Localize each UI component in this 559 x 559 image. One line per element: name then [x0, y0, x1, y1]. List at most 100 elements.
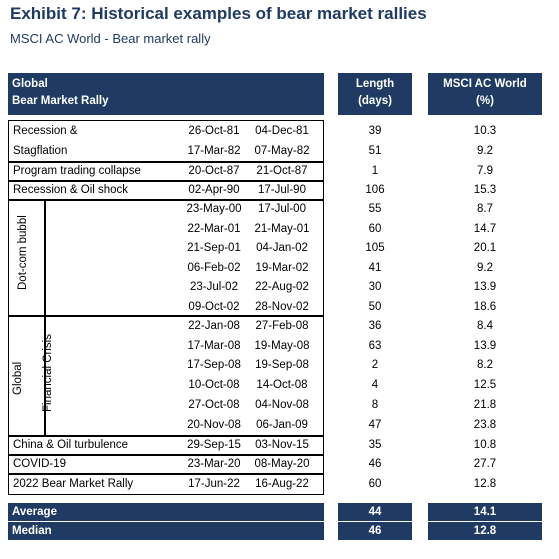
table-row: 17-Mar-08 19-May-08 [8, 336, 324, 357]
box-china-oil [8, 435, 324, 456]
row-end-date: 04-Nov-08 [255, 399, 309, 411]
row-msci-return: 27.7 [473, 458, 497, 470]
footer-median-label: Median [12, 525, 52, 537]
gfc-divider [44, 315, 46, 437]
exhibit-title: Exhibit 7: Historical examples of bear m… [10, 4, 427, 23]
row-msci-return: 13.9 [473, 281, 497, 293]
row-length: 35 [368, 439, 382, 451]
row-msci-return: 20.1 [473, 242, 497, 254]
row-label: Stagflation [13, 145, 68, 157]
table-row: 23-Jul-02 22-Aug-02 [8, 277, 324, 298]
row-start-date: 17-Mar-08 [187, 340, 241, 352]
table-row: China & Oil turbulence 29-Sep-15 03-Nov-15 [8, 435, 324, 456]
table-row: 2022 Bear Market Rally 17-Jun-22 16-Aug-22 [8, 474, 324, 495]
row-end-date: 14-Oct-08 [256, 379, 308, 391]
row-end-date: 19-Mar-02 [255, 262, 309, 274]
table-row: Stagflation 17-Mar-82 07-May-82 [8, 141, 324, 162]
row-start-date: 29-Sep-15 [187, 439, 241, 451]
row-start-date: 17-Mar-82 [187, 145, 241, 157]
row-label: China & Oil turbulence [13, 439, 129, 451]
table-row: 10-Oct-08 14-Oct-08 [8, 375, 324, 396]
row-end-date: 04-Jan-02 [256, 242, 308, 254]
row-msci-return: 21.8 [473, 399, 497, 411]
row-end-date: 19-Sep-08 [255, 359, 309, 371]
footer-median-label-cell: Median [8, 522, 324, 540]
row-start-date: 23-Mar-20 [187, 458, 241, 470]
row-label: Program trading collapse [13, 165, 141, 177]
row-length: 36 [368, 320, 382, 332]
row-end-date: 19-May-08 [254, 340, 310, 352]
row-start-date: 17-Jun-22 [188, 478, 240, 490]
box-gfc [8, 315, 324, 437]
row-start-date: 26-Oct-81 [188, 125, 240, 137]
row-start-date: 27-Oct-08 [188, 399, 240, 411]
header-rally-line2: Bear Market Rally [12, 95, 109, 107]
table-row: 06-Feb-02 19-Mar-02 [8, 258, 324, 279]
row-end-date: 22-Aug-02 [255, 281, 309, 293]
footer-median-length: 46 [338, 522, 412, 540]
header-length-line2: (days) [358, 95, 392, 107]
row-length: 2 [371, 359, 379, 371]
row-start-date: 20-Nov-08 [187, 419, 241, 431]
row-start-date: 22-Jan-08 [188, 320, 240, 332]
row-end-date: 21-Oct-87 [256, 165, 308, 177]
row-start-date: 20-Oct-87 [188, 165, 240, 177]
row-length: 60 [368, 223, 382, 235]
row-length: 106 [365, 184, 385, 196]
box-covid [8, 454, 324, 475]
group-label-gfc-line2: Financial Crisis [42, 334, 54, 412]
row-length: 55 [368, 203, 382, 215]
row-start-date: 10-Oct-08 [188, 379, 240, 391]
header-rally-column: Global Bear Market Rally [8, 73, 324, 115]
row-label: Recession & Oil shock [13, 184, 129, 196]
row-length: 8 [371, 399, 379, 411]
header-msci-line2: (%) [476, 95, 494, 107]
footer-average-label-cell: Average [8, 503, 324, 521]
row-label: 2022 Bear Market Rally [13, 478, 134, 490]
row-length: 105 [365, 242, 385, 254]
row-length: 1 [371, 165, 379, 177]
row-length: 47 [368, 419, 382, 431]
row-start-date: 06-Feb-02 [187, 262, 241, 274]
row-start-date: 21-Sep-01 [187, 242, 241, 254]
table-row: 09-Oct-02 28-Nov-02 [8, 297, 324, 318]
row-msci-return: 9.2 [477, 145, 493, 157]
row-label: Recession & [13, 125, 78, 137]
row-msci-return: 12.5 [473, 379, 497, 391]
row-length: 30 [368, 281, 382, 293]
table-row: 22-Jan-08 27-Feb-08 [8, 316, 324, 337]
table-row: 21-Sep-01 04-Jan-02 [8, 238, 324, 259]
table-row: 20-Nov-08 06-Jan-09 [8, 415, 324, 436]
row-msci-return: 8.4 [477, 320, 493, 332]
row-end-date: 04-Dec-81 [255, 125, 309, 137]
row-start-date: 22-Mar-01 [187, 223, 241, 235]
row-msci-return: 10.8 [473, 439, 497, 451]
dotcom-divider [44, 199, 46, 317]
row-msci-return: 13.9 [473, 340, 497, 352]
table-row: Recession & 26-Oct-81 04-Dec-81 [8, 121, 324, 142]
row-end-date: 16-Aug-22 [255, 478, 309, 490]
table-row: 17-Sep-08 19-Sep-08 [8, 355, 324, 376]
row-end-date: 07-May-82 [254, 145, 310, 157]
row-start-date: 23-May-00 [186, 203, 242, 215]
row-length: 63 [368, 340, 382, 352]
row-msci-return: 14.7 [473, 223, 497, 235]
row-end-date: 27-Feb-08 [255, 320, 309, 332]
row-end-date: 03-Nov-15 [255, 439, 309, 451]
row-length: 4 [371, 379, 379, 391]
header-length-line1: Length [355, 78, 395, 90]
row-msci-return: 7.9 [477, 165, 493, 177]
row-msci-return: 12.8 [473, 478, 497, 490]
row-end-date: 21-May-01 [254, 223, 310, 235]
row-label: COVID-19 [13, 458, 67, 470]
row-end-date: 06-Jan-09 [256, 419, 308, 431]
row-msci-return: 23.8 [473, 419, 497, 431]
row-length: 41 [368, 262, 382, 274]
row-msci-return: 10.3 [473, 125, 497, 137]
row-end-date: 17-Jul-00 [258, 203, 306, 215]
box-dotcom [8, 199, 324, 317]
table-row: COVID-19 23-Mar-20 08-May-20 [8, 454, 324, 475]
table-row: 23-May-00 17-Jul-00 [8, 199, 324, 220]
row-start-date: 09-Oct-02 [188, 301, 240, 313]
row-end-date: 08-May-20 [254, 458, 310, 470]
